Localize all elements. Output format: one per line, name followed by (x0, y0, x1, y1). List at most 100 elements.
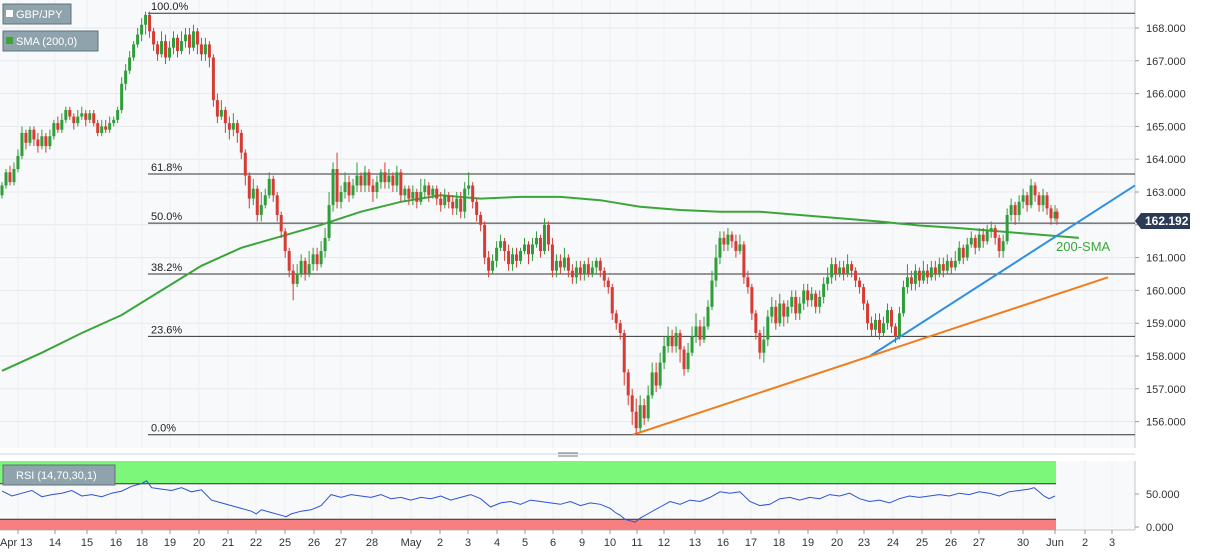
candle-body (925, 270, 929, 278)
time-tick-label: 3 (1109, 537, 1115, 549)
candle-body (60, 119, 64, 130)
candle-body (905, 277, 909, 288)
candle-body (570, 270, 574, 278)
candle-body (738, 244, 742, 252)
time-tick-label: 3 (465, 537, 471, 549)
candle-body (562, 257, 566, 268)
candle-body (538, 237, 542, 252)
candle-body (1021, 195, 1025, 202)
candle-body (295, 274, 299, 284)
candle-body (650, 372, 654, 396)
candle-body (606, 280, 610, 288)
candle-body (957, 247, 961, 261)
candle-body (239, 132, 243, 153)
time-tick-label: 15 (81, 537, 93, 549)
candle-body (331, 169, 335, 206)
candle-body (866, 303, 870, 324)
candle-body (658, 362, 662, 386)
candle-body (72, 116, 76, 124)
candle-body (423, 185, 427, 192)
candle-body (937, 264, 941, 274)
candle-body (223, 110, 227, 124)
candle-body (403, 188, 407, 196)
time-tick-label: 9 (579, 537, 585, 549)
candle-body (259, 205, 263, 215)
price-tick-label: 164.000 (1146, 154, 1186, 166)
price-tick-label: 167.000 (1146, 56, 1186, 68)
rsi-overbought-zone (0, 461, 1056, 484)
candle-body (973, 237, 977, 248)
candle-body (267, 178, 271, 196)
candle-body (969, 237, 973, 245)
candle-body (666, 336, 670, 347)
sma-legend-label: SMA (200,0) (16, 36, 77, 48)
candle-body (443, 195, 447, 206)
candle-body (662, 346, 666, 363)
candle-body (451, 201, 455, 209)
candle-body (132, 44, 136, 58)
candle-body (1013, 205, 1017, 215)
time-tick-label: 2 (437, 537, 443, 549)
candle-body (503, 241, 507, 252)
price-tick-label: 159.000 (1146, 318, 1186, 330)
candle-body (419, 192, 423, 202)
candle-body (726, 234, 730, 245)
candle-body (965, 244, 969, 258)
candle-body (614, 313, 618, 324)
candle-body (558, 260, 562, 268)
blue-trendline (869, 184, 1136, 357)
candlesticks (0, 11, 1059, 435)
candle-body (148, 14, 152, 32)
candle-body (694, 326, 698, 337)
candle-body (76, 116, 80, 124)
candle-body (40, 136, 44, 147)
sma-legend[interactable]: SMA (200,0) (2, 30, 99, 52)
candle-body (291, 270, 295, 284)
fibonacci-levels: 100.0% 61.8% 50.0% 38.2% 23.6% 0.0% (148, 1, 1135, 436)
candle-body (893, 326, 897, 337)
sma-200-line (1, 194, 1079, 372)
candle-body (487, 257, 491, 271)
resize-handle-icon[interactable] (558, 452, 578, 457)
candle-body (255, 188, 259, 215)
symbol-legend[interactable]: GBP/JPY (2, 3, 72, 25)
candle-body (810, 293, 814, 301)
candle-body (678, 333, 682, 350)
candle-body (782, 303, 786, 317)
candle-body (116, 110, 120, 120)
candle-body (790, 296, 794, 307)
grid-lines (0, 0, 1135, 530)
main-plot-area[interactable] (0, 0, 1135, 448)
candle-body (985, 231, 989, 242)
candle-body (1037, 195, 1041, 206)
candle-body (439, 198, 443, 206)
candle-body (945, 260, 949, 271)
candle-body (750, 287, 754, 314)
fib-level-label: 38.2% (151, 262, 182, 274)
candle-body (335, 169, 339, 202)
candle-body (594, 260, 598, 268)
rsi-legend[interactable]: RSI (14,70,30,1) (2, 464, 116, 486)
price-tick-label: 160.000 (1146, 285, 1186, 297)
candle-body (766, 316, 770, 340)
candle-body (391, 175, 395, 186)
candle-body (746, 277, 750, 288)
candle-body (459, 198, 463, 212)
candle-body (136, 34, 140, 45)
current-price-marker: 162.192 (1135, 213, 1190, 229)
candle-body (12, 169, 16, 183)
candle-body (463, 188, 467, 212)
price-tick-label: 163.000 (1146, 187, 1186, 199)
candle-body (1033, 185, 1037, 196)
time-tick-label: 4 (494, 537, 500, 549)
time-tick-label: 18 (136, 537, 148, 549)
candle-body (311, 254, 315, 265)
candle-body (722, 237, 726, 245)
candle-body (1009, 205, 1013, 215)
candle-body (287, 251, 291, 271)
candle-body (92, 113, 96, 124)
candle-body (874, 319, 878, 330)
time-tick-label: 27 (335, 537, 347, 549)
candle-body (530, 244, 534, 255)
candle-body (299, 260, 303, 274)
